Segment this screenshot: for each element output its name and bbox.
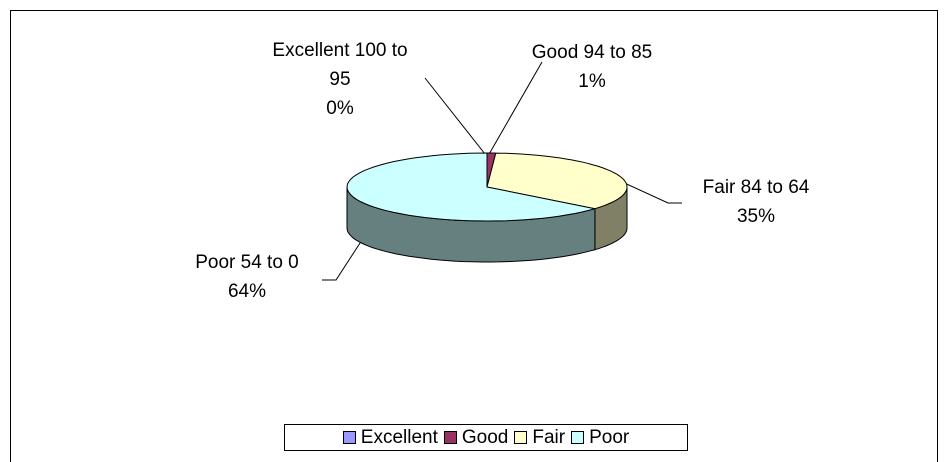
legend-label: Poor bbox=[589, 426, 630, 448]
legend-entry: Excellent bbox=[342, 426, 438, 449]
data-label: Fair 84 to 64 35% bbox=[656, 173, 856, 231]
legend-label: Good bbox=[461, 426, 509, 448]
data-label-name: Fair 84 to 64 bbox=[702, 177, 810, 198]
legend-label: Fair bbox=[532, 426, 566, 448]
data-label: Poor 54 to 0 64% bbox=[147, 248, 347, 306]
data-label-name: Excellent 100 to 95 bbox=[272, 40, 408, 90]
leader-line bbox=[322, 239, 363, 281]
leader-line bbox=[424, 77, 486, 155]
legend-entry: Fair bbox=[514, 427, 565, 449]
slice bbox=[486, 152, 628, 210]
legend-swatch bbox=[443, 431, 457, 444]
legend-label: Excellent bbox=[360, 426, 438, 448]
legend-swatch bbox=[342, 431, 356, 444]
data-label-value: 0% bbox=[326, 98, 354, 119]
leader-line bbox=[617, 179, 682, 204]
data-label-value: 64% bbox=[227, 281, 267, 302]
legend-entry: Poor bbox=[571, 427, 629, 449]
legend-entry: Good bbox=[443, 426, 509, 449]
data-label: Good 94 to 85 1% bbox=[492, 38, 692, 96]
data-label-name: Good 94 to 85 bbox=[531, 42, 653, 63]
leader-line bbox=[487, 61, 543, 157]
data-label-value: 1% bbox=[578, 71, 606, 92]
legend-swatch bbox=[514, 431, 528, 444]
data-label-name: Poor 54 to 0 bbox=[195, 252, 299, 273]
slice bbox=[346, 152, 596, 222]
legend: Excellent Good Fair Poor bbox=[284, 424, 688, 451]
data-label: Excellent 100 to 95 0% bbox=[260, 36, 420, 123]
legend-swatch bbox=[571, 431, 585, 444]
data-label-value: 35% bbox=[736, 206, 776, 227]
